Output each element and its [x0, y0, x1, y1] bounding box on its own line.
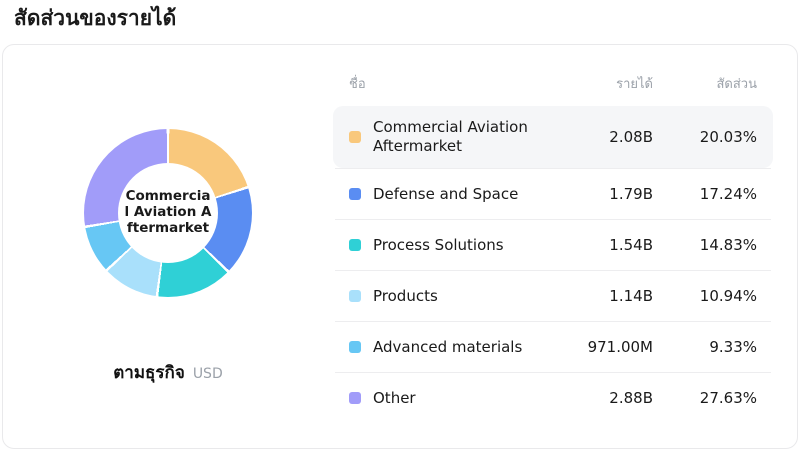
chart-group-label: ตามธุรกิจ	[113, 363, 185, 384]
legend-share: 17.24%	[699, 185, 757, 204]
legend-row[interactable]: Other 2.88B 27.63%	[333, 373, 773, 423]
legend-table: ชื่อ รายได้ สัดส่วน Commercial Aviation …	[333, 45, 797, 448]
legend-row[interactable]: Process Solutions 1.54B 14.83%	[333, 220, 773, 270]
header-share: สัดส่วน	[716, 77, 758, 93]
legend-share: 10.94%	[699, 287, 757, 306]
legend-row[interactable]: Defense and Space 1.79B 17.24%	[333, 169, 773, 219]
legend-revenue: 2.88B	[609, 389, 653, 408]
legend-row-wrap: Commercial Aviation Aftermarket 2.08B 20…	[333, 106, 773, 169]
legend-revenue: 2.08B	[609, 128, 653, 147]
chart-footer: ตามธุรกิจ USD	[113, 359, 222, 386]
legend-row-wrap: Products 1.14B 10.94%	[333, 271, 773, 322]
legend-header: ชื่อ รายได้ สัดส่วน	[333, 73, 773, 106]
legend-revenue: 1.14B	[609, 287, 653, 306]
legend-name-cell: Defense and Space	[349, 185, 541, 205]
legend-color-swatch	[349, 239, 361, 252]
legend-revenue: 1.54B	[609, 236, 653, 255]
page-title: สัดส่วนของรายได้	[14, 6, 177, 30]
legend-color-swatch	[349, 290, 361, 303]
legend-share: 9.33%	[709, 338, 757, 357]
legend-table-body: Commercial Aviation Aftermarket 2.08B 20…	[333, 106, 773, 423]
legend-share: 14.83%	[699, 236, 757, 255]
legend-revenue: 971.00M	[587, 338, 653, 357]
legend-name-cell: Commercial Aviation Aftermarket	[349, 118, 541, 157]
chart-unit-label: USD	[192, 366, 223, 383]
legend-row-wrap: Other 2.88B 27.63%	[333, 373, 773, 423]
legend-name: Products	[373, 286, 438, 305]
legend-name: Defense and Space	[373, 184, 519, 203]
header-revenue: รายได้	[616, 77, 653, 93]
legend-name: Commercial Aviation Aftermarket	[373, 117, 528, 156]
donut-center-label: Commercial Aviation Aftermarket	[124, 188, 212, 237]
legend-row[interactable]: Commercial Aviation Aftermarket 2.08B 20…	[333, 106, 773, 169]
legend-row-wrap: Process Solutions 1.54B 14.83%	[333, 220, 773, 271]
legend-share: 20.03%	[699, 128, 757, 147]
donut-hole: Commercial Aviation Aftermarket	[118, 163, 218, 264]
legend-color-swatch	[349, 341, 361, 354]
legend-color-swatch	[349, 131, 361, 144]
legend-name-cell: Process Solutions	[349, 236, 541, 256]
legend-name-cell: Other	[349, 389, 541, 409]
legend-share: 27.63%	[699, 389, 757, 408]
legend-name-cell: Products	[349, 287, 541, 307]
legend-color-swatch	[349, 392, 361, 405]
legend-name-cell: Advanced materials	[349, 338, 541, 358]
legend-row-wrap: Advanced materials 971.00M 9.33%	[333, 322, 773, 373]
legend-name: Other	[373, 388, 416, 407]
chart-column: Commercial Aviation Aftermarket ตามธุรกิ…	[3, 45, 333, 448]
legend-color-swatch	[349, 188, 361, 201]
header-name: ชื่อ	[349, 77, 366, 93]
revenue-share-card: Commercial Aviation Aftermarket ตามธุรกิ…	[2, 44, 798, 450]
legend-name: Process Solutions	[373, 235, 504, 254]
legend-revenue: 1.79B	[609, 185, 653, 204]
legend-row[interactable]: Products 1.14B 10.94%	[333, 271, 773, 321]
donut-chart[interactable]: Commercial Aviation Aftermarket	[84, 129, 252, 298]
legend-row[interactable]: Advanced materials 971.00M 9.33%	[333, 322, 773, 372]
legend-name: Advanced materials	[373, 337, 523, 356]
legend-row-wrap: Defense and Space 1.79B 17.24%	[333, 169, 773, 220]
